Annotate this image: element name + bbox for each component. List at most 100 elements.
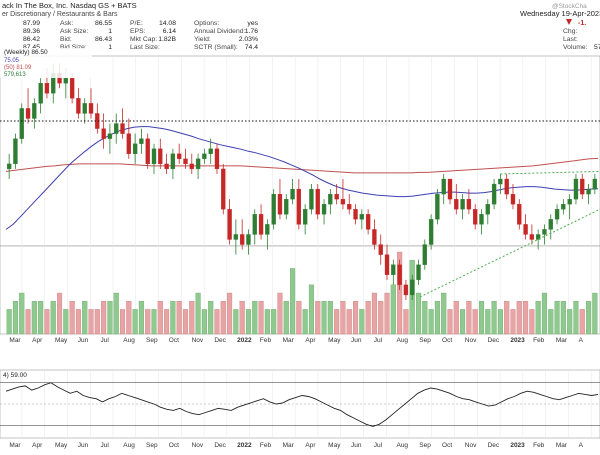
volume-bar: [259, 301, 264, 334]
month-label: 2022: [237, 337, 252, 344]
volume-bar: [19, 293, 24, 334]
candle-body: [593, 179, 597, 189]
candle-body: [303, 209, 307, 224]
month-label: 2023: [510, 442, 525, 449]
legend-ma-slow: (50) 81.09: [4, 65, 32, 71]
volume-bar: [233, 309, 238, 334]
volume-bar: [492, 301, 497, 334]
candle-body: [234, 234, 238, 239]
candle-body: [498, 179, 502, 184]
candle-body: [228, 209, 232, 239]
volume-bar: [366, 301, 371, 334]
candle-body: [272, 194, 276, 224]
candle-body: [108, 134, 112, 139]
volume-bar: [385, 293, 390, 334]
volume-bar: [133, 309, 138, 334]
candle-body: [102, 129, 106, 139]
volume-bar: [7, 309, 12, 334]
month-label: Mar: [9, 337, 21, 344]
quote-value: 6.14: [163, 28, 176, 35]
volume-bar: [284, 301, 289, 334]
volume-bar: [341, 301, 346, 334]
candle-body: [89, 103, 93, 113]
candle-body: [486, 204, 490, 214]
volume-bar: [391, 285, 396, 334]
volume-bar: [177, 301, 182, 334]
candle-body: [127, 134, 131, 154]
candle-body: [158, 149, 162, 164]
quote-value: 2.03%: [239, 36, 258, 43]
candle-body: [328, 194, 332, 204]
month-label: Apr: [305, 337, 316, 344]
quote-label: Chg:: [563, 28, 577, 35]
month-label: Nov: [192, 337, 204, 344]
candle-body: [76, 98, 80, 113]
month-label: May: [328, 442, 341, 449]
volume-bar: [467, 301, 472, 334]
volume-bar: [139, 301, 144, 334]
candle-body: [354, 209, 358, 219]
volume-bar: [334, 309, 339, 334]
candle-body: [246, 234, 250, 244]
volume-bar: [504, 301, 509, 334]
candle-body: [177, 154, 181, 159]
volume-bar: [265, 309, 270, 334]
candle-body: [83, 103, 87, 113]
month-label: Nov: [192, 442, 204, 449]
quote-label: Last:: [563, 36, 578, 43]
candle-body: [190, 164, 194, 169]
volume-value: 579: [594, 44, 600, 51]
candle-body: [398, 265, 402, 285]
volume-bar: [359, 309, 364, 334]
month-label: Dec: [214, 337, 226, 344]
candle-body: [561, 204, 565, 209]
volume-bar: [196, 293, 201, 334]
volume-bar: [542, 293, 547, 334]
candle-body: [309, 189, 313, 209]
candle-body: [505, 179, 509, 194]
volume-bar: [586, 301, 591, 334]
volume-bar: [429, 309, 434, 334]
quote-label: Ask Size:: [60, 28, 88, 35]
volume-bar: [548, 309, 553, 334]
month-label: Aug: [396, 442, 408, 449]
month-label: Oct: [169, 337, 179, 344]
quote-label: Bid:: [60, 36, 72, 43]
volume-bar: [479, 301, 484, 334]
volume-bar: [240, 301, 245, 334]
candle-body: [133, 144, 137, 154]
month-label: Dec: [488, 337, 500, 344]
volume-bar: [120, 309, 125, 334]
candle-body: [209, 149, 213, 154]
month-label: Jul: [374, 442, 383, 449]
volume-bar: [171, 301, 176, 334]
legend-ma-fast: 75.05: [4, 58, 20, 64]
volume-bar: [422, 301, 427, 334]
volume-bar: [529, 309, 534, 334]
candle-body: [284, 199, 288, 214]
volume-bar: [51, 301, 56, 334]
volume-bar: [208, 301, 213, 334]
month-label: Apr: [32, 337, 43, 344]
quote-value: 1.82B: [158, 36, 176, 43]
volume-bar: [574, 301, 579, 334]
candle-body: [259, 214, 263, 234]
volume-bar: [183, 309, 188, 334]
candle-body: [291, 189, 295, 199]
candle-body: [64, 78, 68, 83]
candle-body: [183, 159, 187, 164]
month-label: Sep: [146, 442, 158, 449]
volume-bar: [322, 301, 327, 334]
quote-label: Last Size:: [130, 44, 160, 51]
month-label: Jun: [78, 337, 89, 344]
month-label: Dec: [488, 442, 500, 449]
volume-bar: [126, 301, 131, 334]
volume-bar: [567, 309, 572, 334]
candle-body: [120, 124, 124, 134]
candle-body: [70, 78, 74, 98]
volume-bar: [561, 301, 566, 334]
month-label: Mar: [556, 442, 568, 449]
volume-bar: [555, 301, 560, 334]
candle-body: [347, 204, 351, 209]
candle-body: [549, 219, 553, 229]
